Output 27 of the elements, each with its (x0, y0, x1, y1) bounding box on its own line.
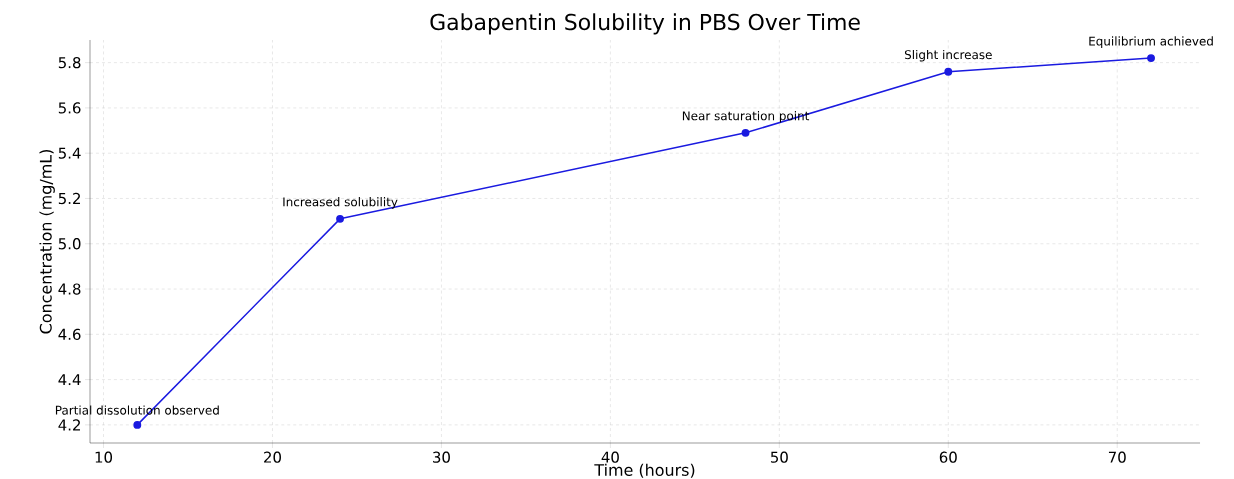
chart-title: Gabapentin Solubility in PBS Over Time (430, 13, 860, 35)
point (741, 128, 750, 137)
x-tick-label: 50 (770, 451, 788, 463)
annotation: Equilibrium achieved (1089, 36, 1213, 48)
x-axis-title: Time (hours) (594, 463, 695, 478)
point (944, 67, 953, 76)
x-tick-label: 10 (95, 451, 113, 463)
x-tick-label: 20 (264, 451, 281, 463)
y-tick-label: 5.8 (58, 56, 81, 69)
point (133, 420, 142, 429)
y-tick-label: 5.2 (58, 192, 80, 205)
x-tick-label: 70 (1108, 451, 1126, 463)
x-tick-label: 60 (939, 451, 957, 463)
y-tick-label: 4.2 (58, 419, 80, 431)
x-tick-label: 40 (601, 451, 619, 463)
point (336, 214, 344, 223)
y-tick-label: 4.8 (58, 283, 81, 295)
y-tick-label: 4.6 (58, 328, 81, 340)
y-tick-label: 5.4 (58, 147, 81, 159)
annotation: Slight increase (904, 49, 992, 62)
annotation: Increased solubility (283, 197, 398, 209)
x-tick-label: 30 (433, 451, 450, 463)
y-tick-label: 5.0 (58, 238, 81, 250)
point (1147, 54, 1155, 63)
y-axis-title: Concentration (mg/mL) (39, 150, 55, 334)
y-tick-label: 4.4 (58, 374, 81, 386)
y-tick-label: 5.6 (58, 102, 81, 114)
